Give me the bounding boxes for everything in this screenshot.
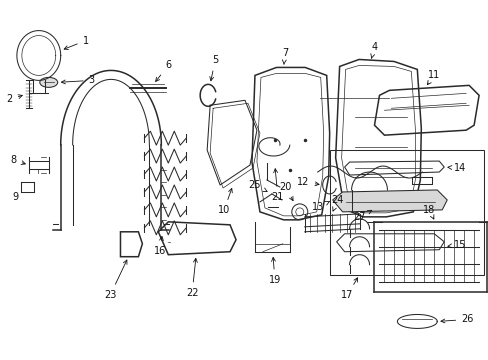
Bar [329, 150, 483, 275]
Text: 24: 24 [331, 195, 343, 211]
Text: 25: 25 [248, 180, 266, 192]
Text: 16: 16 [154, 237, 166, 256]
Text: 17: 17 [341, 278, 357, 300]
Text: 27: 27 [353, 210, 371, 222]
Text: 12: 12 [297, 177, 318, 187]
Text: 6: 6 [155, 60, 171, 81]
Ellipse shape [40, 77, 58, 87]
Text: 10: 10 [218, 189, 232, 215]
Text: 20: 20 [279, 182, 292, 201]
Text: 14: 14 [447, 163, 466, 173]
Text: 22: 22 [185, 258, 198, 298]
Text: 8: 8 [11, 155, 25, 165]
Text: 26: 26 [440, 314, 472, 324]
Text: 18: 18 [422, 205, 434, 219]
Text: 13: 13 [312, 201, 329, 212]
Text: 15: 15 [447, 240, 466, 250]
Text: 2: 2 [7, 94, 22, 104]
Text: 19: 19 [268, 257, 281, 285]
Text: 4: 4 [370, 42, 377, 58]
Text: 11: 11 [427, 71, 440, 85]
Text: 23: 23 [104, 260, 127, 300]
Text: 3: 3 [61, 75, 95, 85]
Text: 9: 9 [13, 192, 19, 202]
Text: 1: 1 [64, 36, 88, 49]
Polygon shape [332, 190, 447, 212]
Text: 5: 5 [209, 55, 218, 81]
Text: 21: 21 [271, 169, 284, 202]
Text: 7: 7 [281, 49, 287, 64]
